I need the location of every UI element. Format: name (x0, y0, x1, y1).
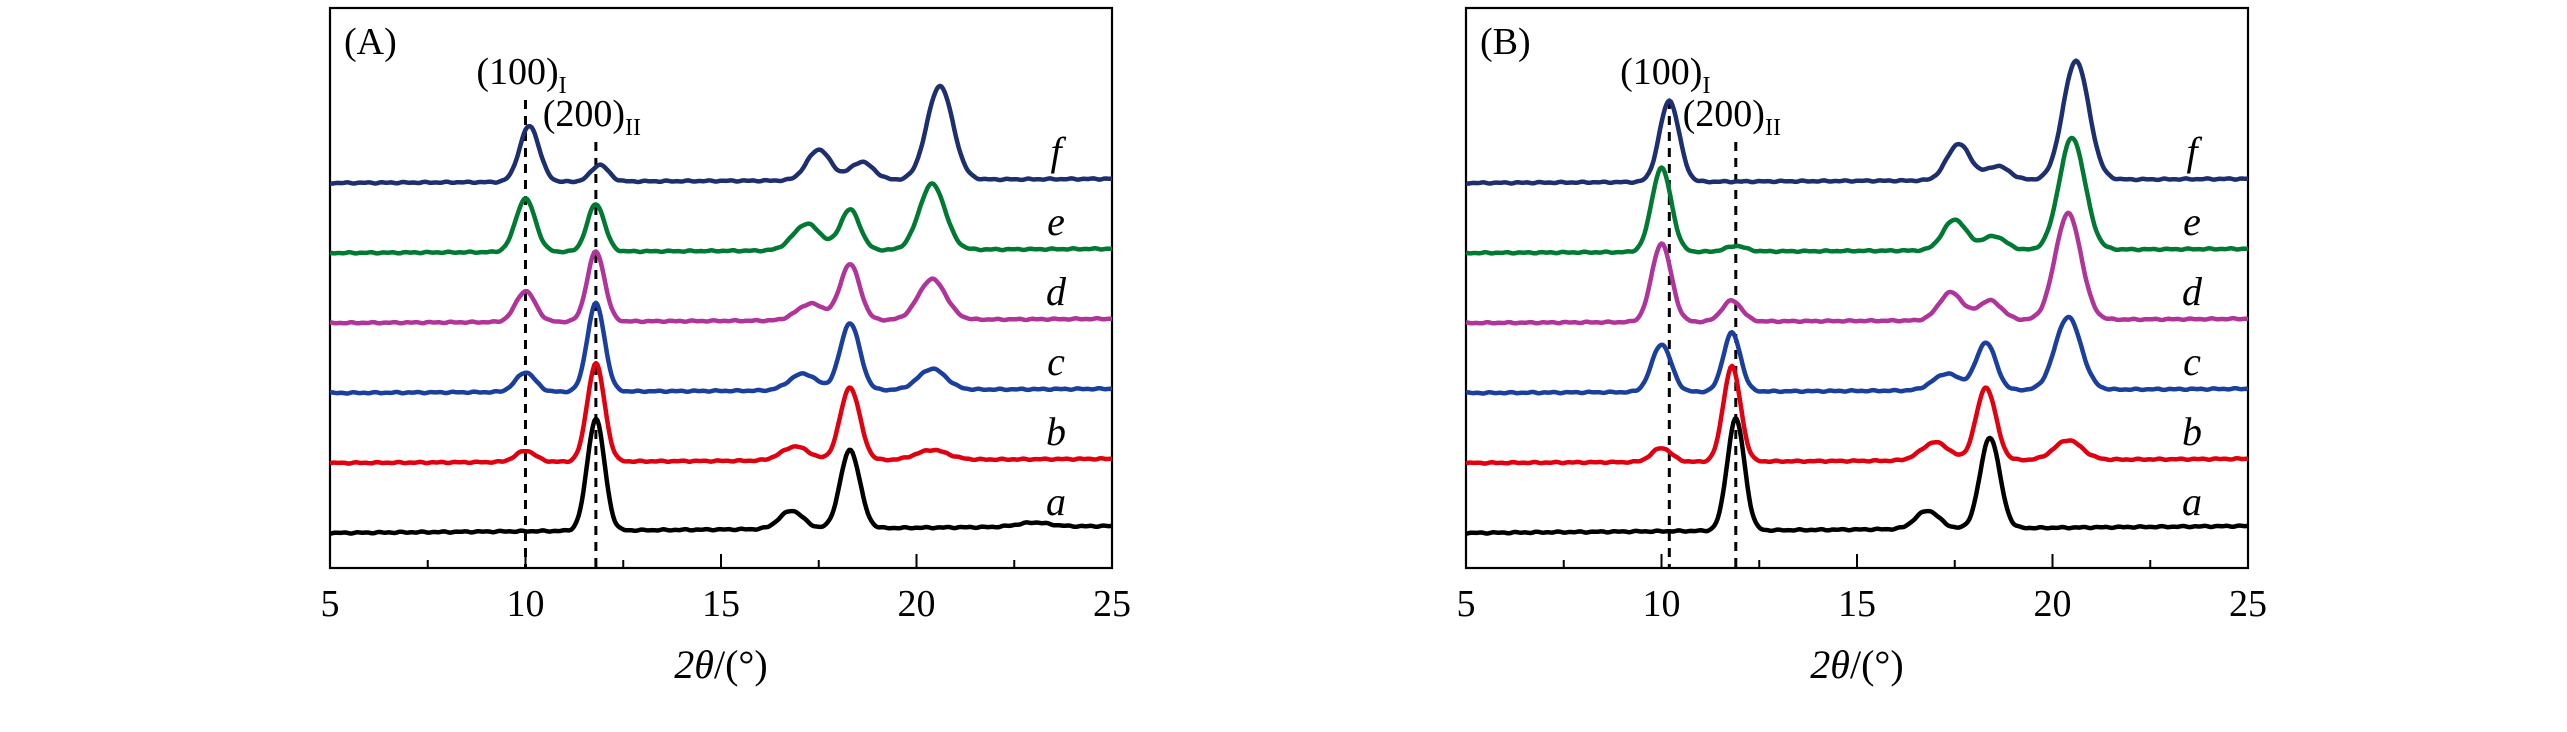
panel-label: (A) (344, 21, 397, 63)
series-label-d: d (1046, 269, 1067, 314)
x-tick-label: 20 (2034, 583, 2072, 625)
series-label-e: e (2183, 199, 2201, 244)
panel-label: (B) (1480, 21, 1531, 63)
x-tick-label: 15 (1838, 583, 1876, 625)
series-line-c (1465, 314, 2249, 396)
reference-label-sub: I (1702, 73, 1710, 99)
series-label-b: b (1046, 409, 1066, 454)
reference-label: (100)I (1620, 51, 1710, 99)
plot-frame (1464, 6, 2250, 570)
series-line-b (329, 360, 1113, 466)
reference-label-main: (200) (543, 93, 625, 135)
x-axis-label-theta: 2θ (1810, 642, 1850, 687)
x-tick-label: 10 (1643, 583, 1681, 625)
x-tick-label: 15 (702, 583, 740, 625)
series-label-e: e (1047, 199, 1065, 244)
series-line-f (329, 83, 1113, 186)
reference-label-sub: II (1765, 115, 1781, 141)
x-axis-label-unit: /(°) (714, 642, 768, 687)
x-axis-label-unit: /(°) (1850, 642, 1904, 687)
series-label-c: c (1047, 339, 1065, 384)
series-line-b (1465, 363, 2249, 466)
plot-frame (328, 6, 1114, 570)
series-label-a: a (2182, 479, 2202, 524)
reference-label-sub: II (625, 115, 641, 141)
x-axis-label-theta: 2θ (674, 642, 714, 687)
series-line-d (329, 249, 1113, 326)
x-tick-label: 25 (2229, 583, 2267, 625)
reference-label: (200)II (543, 93, 641, 141)
x-tick-label: 5 (321, 583, 340, 625)
series-line-d (1465, 210, 2249, 326)
series-line-a (1465, 416, 2249, 536)
reference-label-sub: I (559, 73, 567, 99)
series-label-b: b (2182, 409, 2202, 454)
series-line-e (1465, 135, 2249, 256)
reference-label: (200)II (1683, 93, 1781, 141)
reference-label-main: (100) (1620, 51, 1702, 93)
x-tick-label: 5 (1457, 583, 1476, 625)
x-tick-label: 10 (507, 583, 545, 625)
series-line-a (329, 416, 1113, 536)
series-line-c (329, 300, 1113, 396)
series-line-f (1465, 58, 2249, 186)
reference-label-main: (100) (476, 51, 558, 93)
reference-label: (100)I (476, 51, 566, 99)
x-tick-label: 25 (1093, 583, 1131, 625)
series-label-f: f (1050, 129, 1066, 174)
x-axis-label: 2θ/(°) (674, 642, 767, 687)
x-axis-label: 2θ/(°) (1810, 642, 1903, 687)
series-line-e (329, 181, 1113, 256)
series-label-a: a (1046, 479, 1066, 524)
series-label-d: d (2182, 269, 2203, 314)
series-label-f: f (2186, 129, 2202, 174)
x-tick-label: 20 (898, 583, 936, 625)
reference-label-main: (200) (1683, 93, 1765, 135)
series-label-c: c (2183, 339, 2201, 384)
